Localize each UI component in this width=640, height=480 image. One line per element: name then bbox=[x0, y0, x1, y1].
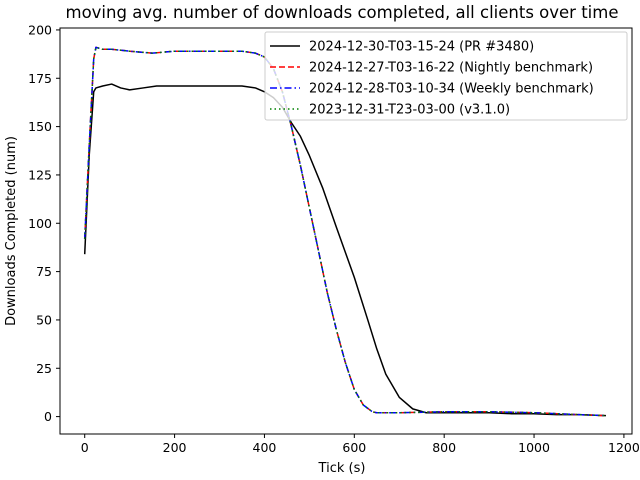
legend-label: 2024-12-30-T03-15-24 (PR #3480) bbox=[309, 40, 534, 55]
x-tick-label: 200 bbox=[163, 440, 187, 455]
x-tick-label: 0 bbox=[81, 440, 89, 455]
plot-frame bbox=[59, 27, 633, 435]
x-axis-label: Tick (s) bbox=[318, 461, 366, 476]
series-layer bbox=[83, 46, 606, 417]
x-tick-label: 1000 bbox=[518, 440, 550, 455]
y-tick-label: 0 bbox=[44, 409, 52, 424]
y-tick-label: 125 bbox=[28, 167, 52, 182]
y-tick-label: 200 bbox=[28, 22, 52, 37]
series-line-4 bbox=[83, 46, 606, 417]
y-tick-label: 100 bbox=[28, 216, 52, 231]
tick-layer: 0 200 400 600 800 1000 1200 0 25 50 75 100 125 150 175… bbox=[28, 22, 640, 455]
legend-frame bbox=[264, 31, 628, 121]
x-tick-label: 1200 bbox=[608, 440, 640, 455]
legend-label: 2024-12-27-T03-16-22 (Nightly benchmark) bbox=[309, 61, 593, 76]
y-tick-label: 150 bbox=[28, 119, 52, 134]
legend-items: 2024-12-30-T03-15-24 (PR #3480) 2024-12-2… bbox=[270, 40, 594, 118]
x-tick-label: 600 bbox=[342, 440, 366, 455]
y-tick-label: 175 bbox=[28, 71, 52, 86]
y-tick-label: 25 bbox=[36, 361, 52, 376]
y-axis-label: Downloads Completed (num) bbox=[4, 136, 19, 326]
x-tick-label: 400 bbox=[253, 440, 277, 455]
x-tick-label: 800 bbox=[432, 440, 456, 455]
series-line-3 bbox=[83, 46, 606, 417]
y-tick-label: 50 bbox=[36, 312, 52, 327]
series-line-1 bbox=[83, 83, 606, 417]
chart-title: moving avg. number of downloads complete… bbox=[66, 3, 619, 22]
legend-label: 2023-12-31-T23-03-00 (v3.1.0) bbox=[309, 103, 510, 118]
legend-label: 2024-12-28-T03-10-34 (Weekly benchmark) bbox=[309, 82, 594, 97]
y-tick-label: 75 bbox=[36, 264, 52, 279]
plot-area: 0 200 400 600 800 1000 1200 0 25 50 75 100 125 150 175… bbox=[28, 22, 640, 455]
legend: 2024-12-30-T03-15-24 (PR #3480) 2024-12-2… bbox=[264, 31, 628, 121]
